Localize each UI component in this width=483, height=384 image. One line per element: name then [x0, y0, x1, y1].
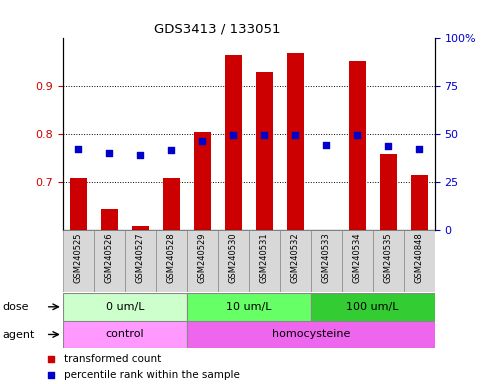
- Point: [199, 137, 206, 144]
- Bar: [70, 177, 87, 230]
- Bar: [187, 293, 311, 321]
- Text: GSM240529: GSM240529: [198, 232, 207, 283]
- Point: [354, 132, 361, 138]
- Bar: [218, 230, 249, 292]
- Text: percentile rank within the sample: percentile rank within the sample: [64, 370, 240, 380]
- Bar: [287, 53, 304, 230]
- Point: [74, 146, 82, 152]
- Bar: [94, 230, 125, 292]
- Text: control: control: [105, 329, 144, 339]
- Point: [415, 146, 423, 152]
- Text: GSM240533: GSM240533: [322, 232, 331, 283]
- Bar: [342, 230, 373, 292]
- Bar: [411, 175, 428, 230]
- Text: GDS3413 / 133051: GDS3413 / 133051: [154, 22, 281, 35]
- Text: GSM240531: GSM240531: [260, 232, 269, 283]
- Text: agent: agent: [2, 330, 35, 340]
- Text: transformed count: transformed count: [64, 354, 161, 364]
- Bar: [187, 321, 435, 348]
- Bar: [163, 177, 180, 230]
- Bar: [63, 230, 94, 292]
- Point: [291, 132, 299, 138]
- Text: GSM240534: GSM240534: [353, 232, 362, 283]
- Bar: [156, 230, 187, 292]
- Bar: [194, 132, 211, 230]
- Point: [47, 372, 55, 378]
- Bar: [132, 225, 149, 230]
- Bar: [225, 55, 242, 230]
- Bar: [380, 154, 397, 230]
- Text: GSM240528: GSM240528: [167, 232, 176, 283]
- Text: GSM240526: GSM240526: [105, 232, 114, 283]
- Text: GSM240530: GSM240530: [229, 232, 238, 283]
- Text: GSM240848: GSM240848: [415, 232, 424, 283]
- Bar: [125, 230, 156, 292]
- Bar: [349, 61, 366, 230]
- Bar: [63, 321, 187, 348]
- Bar: [311, 230, 342, 292]
- Bar: [101, 209, 118, 230]
- Bar: [63, 293, 187, 321]
- Point: [136, 151, 144, 157]
- Bar: [373, 230, 404, 292]
- Bar: [256, 72, 273, 230]
- Text: dose: dose: [2, 302, 29, 312]
- Point: [168, 147, 175, 153]
- Point: [47, 356, 55, 362]
- Text: 100 um/L: 100 um/L: [346, 302, 399, 312]
- Text: 10 um/L: 10 um/L: [226, 302, 271, 312]
- Text: GSM240527: GSM240527: [136, 232, 145, 283]
- Text: GSM240525: GSM240525: [74, 232, 83, 283]
- Bar: [280, 230, 311, 292]
- Point: [260, 132, 268, 138]
- Text: 0 um/L: 0 um/L: [105, 302, 144, 312]
- Bar: [187, 230, 218, 292]
- Bar: [311, 293, 435, 321]
- Text: GSM240535: GSM240535: [384, 232, 393, 283]
- Text: homocysteine: homocysteine: [271, 329, 350, 339]
- Text: GSM240532: GSM240532: [291, 232, 300, 283]
- Point: [384, 143, 392, 149]
- Bar: [404, 230, 435, 292]
- Point: [322, 142, 330, 148]
- Bar: [249, 230, 280, 292]
- Point: [105, 149, 113, 156]
- Point: [229, 132, 237, 138]
